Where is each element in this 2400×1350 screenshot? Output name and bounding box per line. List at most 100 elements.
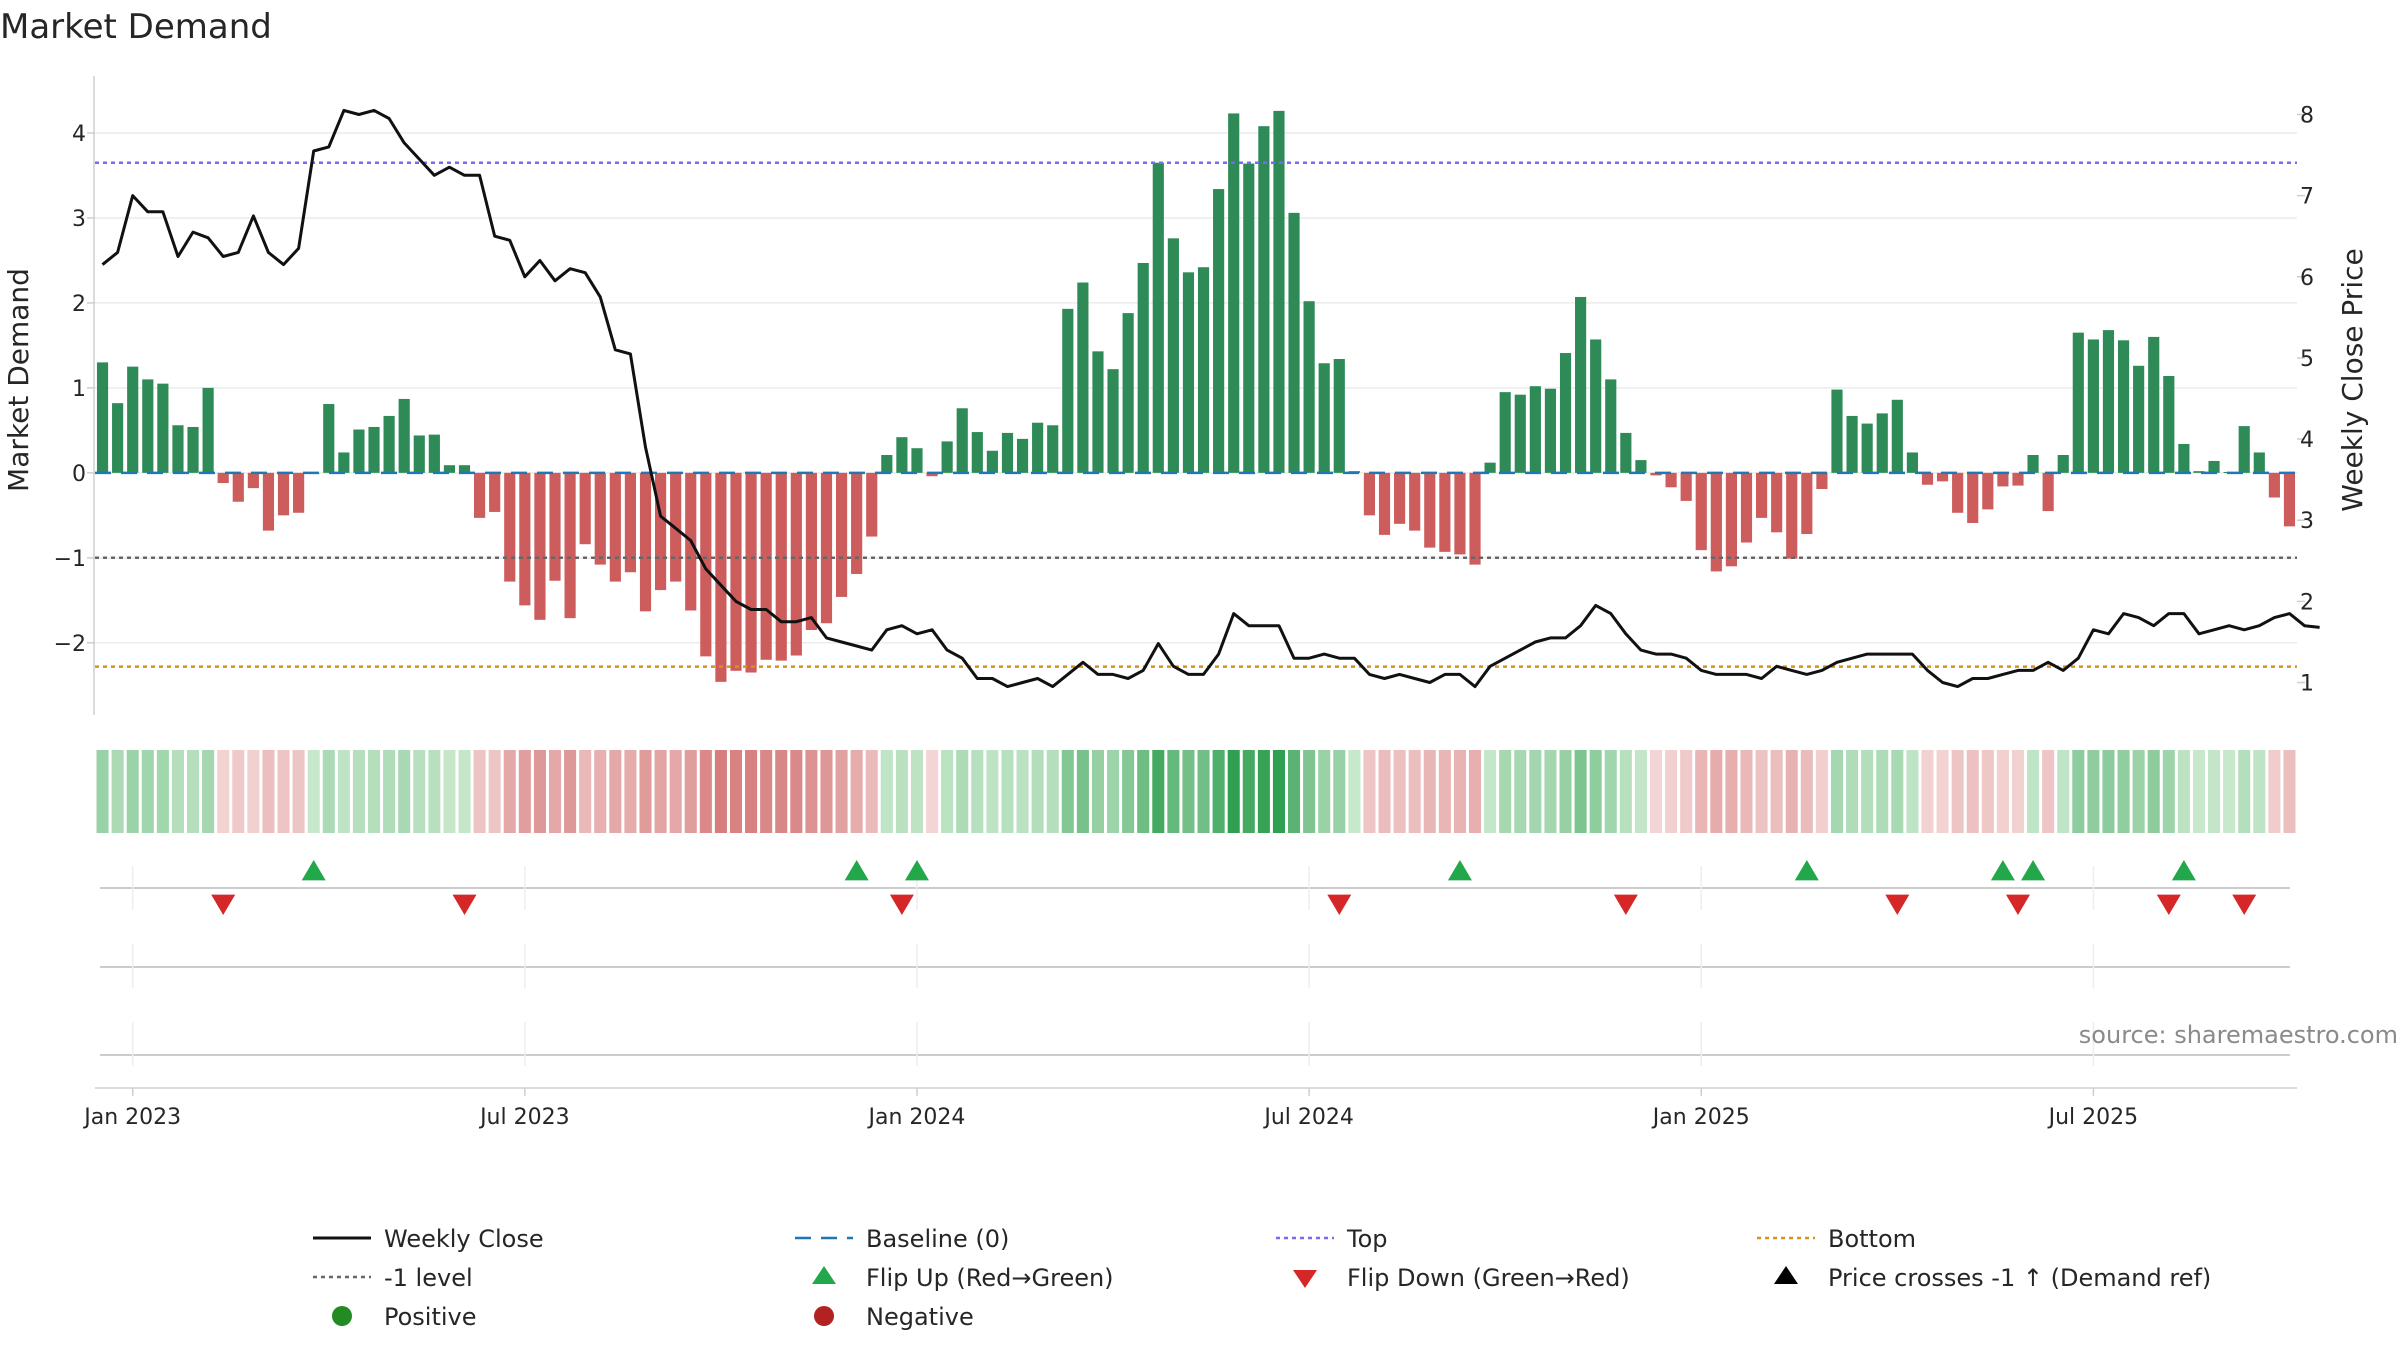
demand-bar <box>2133 365 2145 473</box>
demand-bar <box>368 426 380 473</box>
demand-bar <box>277 472 290 516</box>
demand-bar <box>1122 313 1134 473</box>
demand-heat-strip <box>96 750 2296 833</box>
heat-strip-cell <box>96 750 109 833</box>
demand-bar <box>866 472 878 537</box>
x-tick-label: Jan 2025 <box>1651 1105 1750 1130</box>
demand-bar <box>715 472 727 682</box>
demand-bar <box>1544 388 1557 473</box>
demand-bar <box>775 472 787 661</box>
heat-strip-cell <box>760 750 773 833</box>
demand-bar <box>1967 472 1979 523</box>
flip-up-marker <box>904 860 929 881</box>
demand-bar <box>1906 452 1918 473</box>
heat-strip-cell <box>2177 750 2190 833</box>
demand-bar <box>1876 413 1888 473</box>
heat-strip-cell <box>956 750 969 833</box>
demand-bar <box>413 435 425 473</box>
flip-up-marker <box>1794 860 1819 881</box>
heat-strip-cell <box>247 750 260 833</box>
heat-strip-cell <box>292 750 305 833</box>
demand-bar <box>926 472 938 477</box>
heat-strip-cell <box>1725 750 1738 833</box>
heat-strip-cell <box>1122 750 1135 833</box>
demand-bar <box>956 408 968 473</box>
heat-strip-cell <box>126 750 139 833</box>
demand-bar <box>1846 415 1858 473</box>
legend: Weekly Close Baseline (0) Top Bottom -1 leve… <box>313 1225 2211 1331</box>
flip-up-marker <box>2171 860 2196 881</box>
demand-bar <box>1167 238 1179 473</box>
demand-bar <box>2178 443 2190 473</box>
right-tick-label: 5 <box>2300 347 2314 372</box>
legend-symbol <box>814 1306 834 1326</box>
left-axis-title: Market Demand <box>2 268 35 492</box>
heat-strip-cell <box>337 750 350 833</box>
demand-bar <box>232 472 244 502</box>
legend-label: -1 level <box>384 1264 473 1292</box>
demand-bar <box>881 455 893 473</box>
demand-bar <box>911 448 923 473</box>
heat-strip-cell <box>820 750 833 833</box>
heat-strip-cell <box>1348 750 1361 833</box>
demand-bar <box>2193 471 2205 473</box>
heat-strip-cell <box>1574 750 1587 833</box>
demand-bar <box>1243 163 1255 473</box>
demand-bar <box>594 472 606 565</box>
demand-bar <box>112 403 124 473</box>
demand-bar <box>730 472 742 671</box>
heat-strip-cell <box>1891 750 1904 833</box>
demand-bar <box>1740 472 1753 543</box>
heat-strip-cell <box>2027 750 2040 833</box>
demand-bar <box>1725 472 1737 567</box>
heat-strip-cell <box>941 750 954 833</box>
demand-bar <box>2087 339 2099 473</box>
demand-bar <box>247 472 259 489</box>
heat-strip-cell <box>654 750 667 833</box>
heat-strip-cell <box>835 750 848 833</box>
flip-down-marker <box>1613 894 1638 915</box>
heat-strip-cell <box>594 750 607 833</box>
legend-item-top: Top <box>1276 1225 1388 1253</box>
heat-strip-cell <box>775 750 788 833</box>
heat-strip-cell <box>1921 750 1934 833</box>
heat-strip-cell <box>518 750 531 833</box>
heat-strip-cell <box>2042 750 2055 833</box>
demand-bar <box>1680 472 1692 501</box>
demand-bars <box>96 110 2296 682</box>
demand-bar <box>624 472 636 573</box>
heat-strip-cell <box>2192 750 2205 833</box>
demand-bar <box>96 362 109 473</box>
heat-strip-cell <box>2102 750 2115 833</box>
demand-bar <box>2042 472 2054 512</box>
heat-strip-cell <box>1800 750 1813 833</box>
heat-strip-cell <box>1589 750 1602 833</box>
heat-strip-cell <box>156 750 169 833</box>
legend-item-flip-down: Flip Down (Green→Red) <box>1293 1264 1630 1292</box>
demand-bar <box>1529 386 1541 473</box>
demand-bar <box>1258 126 1270 473</box>
heat-strip-cell <box>1408 750 1421 833</box>
heat-strip-cell <box>1906 750 1919 833</box>
legend-item-flip-up: Flip Up (Red→Green) <box>812 1264 1114 1292</box>
legend-label: Bottom <box>1828 1225 1916 1253</box>
left-tick-label: −2 <box>54 632 86 657</box>
heat-strip-cell <box>1981 750 1994 833</box>
heat-strip-cell <box>986 750 999 833</box>
demand-bar <box>1469 472 1481 565</box>
legend-item-positive: Positive <box>332 1303 477 1331</box>
heat-strip-cell <box>850 750 863 833</box>
demand-bar <box>202 387 214 473</box>
left-tick-label: 1 <box>72 377 86 402</box>
heat-strip-cell <box>1378 750 1391 833</box>
heat-strip-cell <box>1936 750 1949 833</box>
left-tick-label: 0 <box>72 462 86 487</box>
demand-bar <box>338 452 350 473</box>
demand-bar <box>2072 332 2084 473</box>
right-tick-label: 3 <box>2300 509 2314 534</box>
demand-bar <box>1092 351 1104 473</box>
heat-strip-cell <box>2117 750 2130 833</box>
legend-label: Flip Up (Red→Green) <box>866 1264 1114 1292</box>
demand-bar <box>1213 189 1225 473</box>
heat-strip-cell <box>2208 750 2221 833</box>
